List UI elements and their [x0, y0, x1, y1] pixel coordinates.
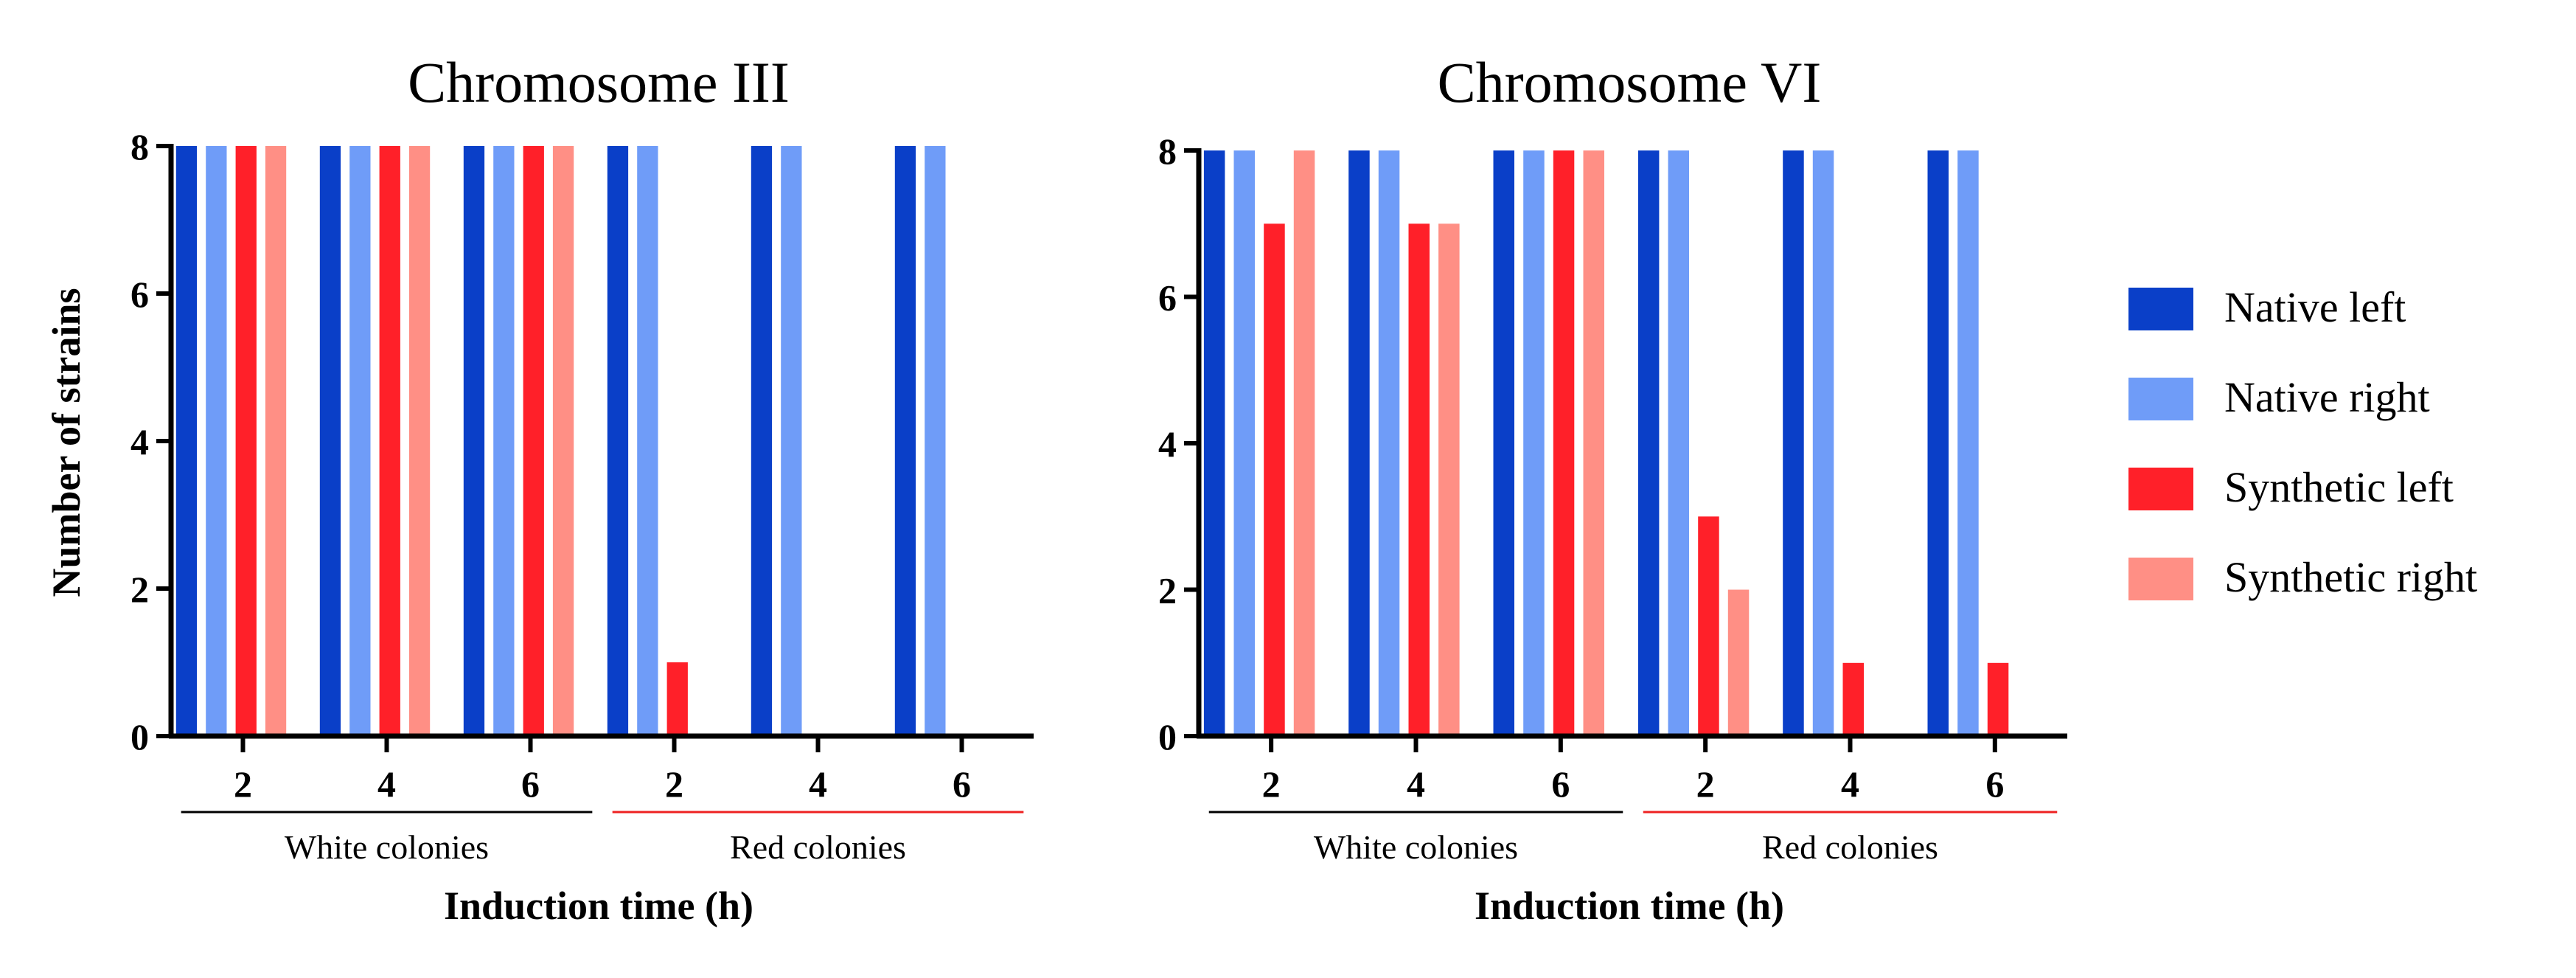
- bar-native-left-1: [1348, 150, 1370, 736]
- bar-native-left-5: [1927, 150, 1949, 736]
- y-tick-label: 0: [1158, 716, 1177, 757]
- bar-synthetic-left-3: [666, 662, 688, 736]
- bar-synthetic-left-5: [1987, 662, 2009, 737]
- x-tick-label: 2: [1696, 763, 1715, 805]
- legend-swatch-synthetic-left: [2128, 468, 2193, 510]
- bar-native-right-0: [1233, 150, 1255, 736]
- bar-native-right-3: [1668, 150, 1689, 736]
- y-tick-label: 8: [1158, 131, 1177, 172]
- bar-native-left-1: [319, 146, 341, 736]
- legend-swatch-synthetic-right: [2128, 558, 2193, 600]
- bar-native-right-4: [1812, 150, 1834, 736]
- bar-native-left-4: [751, 146, 773, 736]
- bar-native-right-2: [1523, 150, 1545, 736]
- bar-synthetic-right-2: [1583, 150, 1604, 736]
- y-tick-label: 6: [130, 274, 149, 315]
- bar-synthetic-right-2: [552, 146, 574, 736]
- legend-label: Synthetic left: [2224, 463, 2454, 511]
- bar-native-right-5: [1957, 150, 1979, 736]
- bar-native-left-0: [175, 146, 198, 736]
- bar-native-right-3: [637, 146, 658, 736]
- bar-native-left-5: [894, 146, 916, 736]
- bar-native-left-3: [607, 146, 629, 736]
- y-axis-label: Number of strains: [44, 288, 88, 597]
- y-tick-label: 2: [130, 569, 149, 610]
- x-tick-label: 6: [1551, 763, 1570, 805]
- bar-synthetic-right-1: [1438, 223, 1460, 737]
- x-tick-label: 2: [665, 763, 683, 805]
- legend-label: Native right: [2224, 373, 2430, 421]
- bar-native-right-2: [493, 146, 515, 736]
- chart-chromosome-iii: Chromosome III Number of strains Inducti…: [44, 50, 1034, 928]
- legend-label: Synthetic right: [2224, 553, 2477, 601]
- y-tick-label: 2: [1158, 570, 1177, 611]
- bar-synthetic-left-2: [1553, 150, 1575, 736]
- y-tick-label: 4: [1158, 423, 1177, 465]
- x-tick-label: 6: [953, 763, 971, 805]
- y-tick-label: 4: [130, 421, 149, 462]
- bar-native-left-2: [463, 146, 485, 736]
- bar-native-left-4: [1783, 150, 1804, 736]
- y-tick-label: 8: [130, 126, 149, 167]
- x-tick-label: 4: [1841, 763, 1859, 805]
- x-tick-label: 4: [809, 763, 827, 805]
- group-label: White colonies: [1314, 828, 1518, 866]
- y-tick-label: 6: [1158, 277, 1177, 319]
- bar-native-right-5: [925, 146, 946, 736]
- bar-native-left-0: [1203, 150, 1225, 736]
- bar-native-left-2: [1493, 150, 1514, 736]
- bar-synthetic-left-3: [1698, 516, 1719, 737]
- group-label: Red colonies: [1762, 828, 1938, 866]
- y-tick-label: 0: [130, 716, 149, 757]
- bar-synthetic-left-1: [379, 146, 400, 736]
- chart-chromosome-vi: Chromosome VI Induction time (h) 0 2 4 6 8 2 4…: [1158, 50, 2067, 928]
- bar-native-left-3: [1637, 150, 1660, 736]
- x-tick-label: 4: [377, 763, 396, 805]
- bar-synthetic-left-2: [523, 146, 544, 736]
- bar-synthetic-left-0: [1264, 223, 1285, 737]
- legend-swatch-native-left: [2128, 288, 2193, 330]
- group-label: Red colonies: [730, 828, 906, 866]
- chart-title: Chromosome VI: [1438, 50, 1822, 114]
- x-tick-label: 2: [234, 763, 252, 805]
- legend-swatch-native-right: [2128, 378, 2193, 420]
- bar-synthetic-right-1: [408, 146, 431, 736]
- bar-native-right-1: [349, 146, 371, 736]
- bar-native-right-4: [781, 146, 802, 736]
- bar-native-right-1: [1378, 150, 1400, 736]
- chart-title: Chromosome III: [408, 50, 790, 114]
- x-tick-label: 6: [1985, 763, 2004, 805]
- group-label: White colonies: [285, 828, 489, 866]
- x-tick-label: 4: [1407, 763, 1425, 805]
- x-axis-label: Induction time (h): [1475, 884, 1784, 928]
- bar-synthetic-right-3: [1727, 589, 1750, 736]
- x-tick-label: 2: [1262, 763, 1281, 805]
- bar-synthetic-right-0: [1293, 150, 1315, 736]
- bar-synthetic-right-0: [265, 146, 287, 736]
- x-axis-label: Induction time (h): [444, 884, 753, 928]
- bar-synthetic-left-4: [1842, 662, 1864, 737]
- bar-synthetic-left-1: [1408, 223, 1430, 737]
- legend-label: Native left: [2224, 283, 2406, 331]
- bar-native-right-0: [206, 146, 227, 736]
- x-tick-label: 6: [521, 763, 540, 805]
- legend: Native left Native right Synthetic left Syn…: [2128, 283, 2477, 601]
- bar-synthetic-left-0: [235, 146, 257, 736]
